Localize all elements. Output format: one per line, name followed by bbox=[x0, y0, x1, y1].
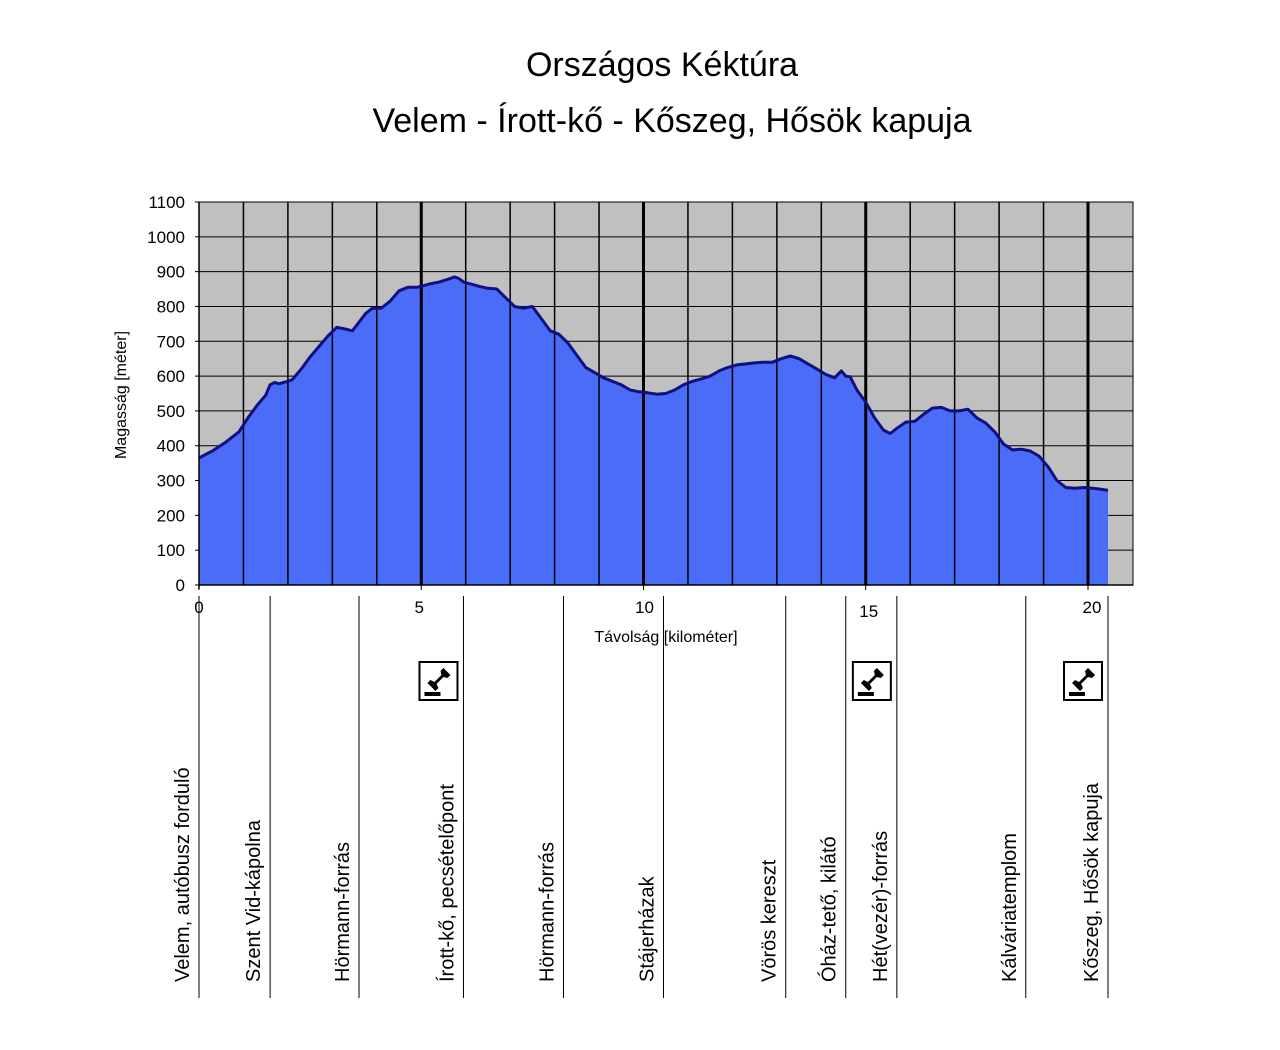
rubber-stamp-icon bbox=[1063, 661, 1104, 701]
waypoint-label: Szent Vid-kápolna bbox=[243, 819, 265, 982]
y-tick-label: 100 bbox=[157, 541, 185, 560]
waypoint-label: Hörmann-forrás bbox=[536, 842, 558, 982]
waypoint-label: Kőszeg, Hősök kapuja bbox=[1081, 782, 1103, 982]
y-tick-label: 300 bbox=[157, 472, 185, 491]
waypoint-label: Hörmann-forrás bbox=[332, 842, 354, 982]
chart-title: Országos Kéktúra bbox=[526, 46, 798, 84]
y-tick-label: 1000 bbox=[147, 228, 185, 247]
x-axis-label: Távolság [kilométer] bbox=[594, 629, 737, 646]
y-axis-label: Magasság [méter] bbox=[113, 331, 130, 459]
waypoint-label: Kálváriatemplom bbox=[999, 833, 1021, 982]
plot-area bbox=[198, 201, 1134, 589]
y-tick-label: 1100 bbox=[148, 193, 185, 212]
x-tick-label: 20 bbox=[1083, 598, 1102, 617]
y-tick-label: 500 bbox=[157, 402, 185, 421]
y-tick-label: 900 bbox=[157, 263, 185, 282]
y-tick-label: 600 bbox=[157, 367, 185, 386]
chart-subtitle: Velem - Írott-kő - Kőszeg, Hősök kapuja bbox=[372, 102, 971, 140]
x-tick-label: 5 bbox=[415, 598, 424, 617]
y-axis: 0 100 200 300 400 500 600 700 800 900 1000 1100 bbox=[147, 193, 199, 595]
waypoint-label: Velem, autóbusz forduló bbox=[172, 767, 194, 982]
y-tick-label: 0 bbox=[176, 576, 185, 595]
y-tick-label: 800 bbox=[157, 297, 185, 316]
y-tick-label: 700 bbox=[157, 332, 185, 351]
x-tick-label: 10 bbox=[635, 598, 654, 617]
elevation-line bbox=[198, 275, 1109, 492]
waypoint-label: Vörös kereszt bbox=[759, 859, 781, 982]
rubber-stamp-icon bbox=[418, 661, 459, 701]
waypoint-label: Óház-tető, kilátó bbox=[818, 836, 841, 982]
x-axis: 0 5 10 15 20 bbox=[194, 585, 1101, 621]
x-tick-label: 15 bbox=[859, 602, 878, 621]
elevation-area bbox=[199, 276, 1108, 585]
y-tick-label: 200 bbox=[157, 506, 185, 525]
waypoint-label: Írott-kő, pecsételőpont bbox=[435, 784, 458, 982]
waypoint-label: Stájerházak bbox=[637, 875, 659, 982]
rubber-stamp-icon bbox=[851, 661, 892, 701]
waypoint-labels: Velem, autóbusz forduló Szent Vid-kápolna… bbox=[172, 596, 1109, 998]
waypoint-label: Hét(vezér)-forrás bbox=[870, 831, 892, 982]
y-tick-label: 400 bbox=[157, 437, 185, 456]
